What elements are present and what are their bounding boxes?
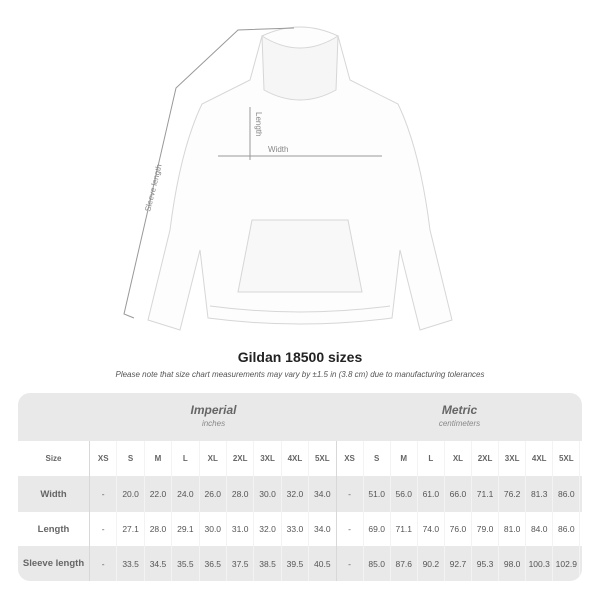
size-header-cell: XS xyxy=(337,441,364,476)
size-header-row: Size XS S M L XL 2XL 3XL 4XL 5XL XS S M L XL 2XL 3XL 4XL… xyxy=(18,441,582,476)
table-row: Width -20.0 22.0 24.0 26.0 28.0 30.0 32.0 34.0-5… xyxy=(18,476,582,512)
hoodie-image xyxy=(147,26,453,331)
chart-title: Gildan 18500 sizes xyxy=(237,349,363,365)
group-name: Metric xyxy=(441,403,478,417)
metric-value-cell: 76.0 xyxy=(445,512,472,546)
size-header-cell: 2XL xyxy=(472,441,500,476)
size-header-cell: XL xyxy=(200,441,227,476)
metric-value-cell: 92.7 xyxy=(445,546,472,581)
metric-value-cell: 81.0 xyxy=(499,512,527,546)
imperial-value-cell: 38.5 xyxy=(254,546,282,581)
metric-value-cell: 84.0 xyxy=(526,512,554,546)
metric-value-cell: 90.2 xyxy=(418,546,445,581)
sleeve-length-line xyxy=(123,27,295,319)
header-band xyxy=(18,393,582,441)
measurement-lines xyxy=(123,27,382,319)
imperial-value-cell: 33.0 xyxy=(282,512,310,546)
imperial-value-cell: 34.0 xyxy=(309,512,337,546)
table-row: Sleeve length -33.5 34.5 35.5 36.5 37.5 38.5 39… xyxy=(18,546,582,581)
imperial-value-cell: 36.5 xyxy=(200,546,227,581)
metric-value-cell: 69.0 xyxy=(364,512,391,546)
metric-group-header: Metric centimeters xyxy=(337,393,582,441)
imperial-value-cell: 28.0 xyxy=(227,476,255,512)
imperial-value-cell: 37.5 xyxy=(227,546,255,581)
imperial-value-cell: 24.0 xyxy=(172,476,200,512)
size-header-cell: M xyxy=(391,441,418,476)
metric-value-cell: 98.0 xyxy=(499,546,527,581)
row-band xyxy=(18,546,582,581)
imperial-value-cell: - xyxy=(90,546,118,581)
metric-value-cell: 61.0 xyxy=(418,476,445,512)
imperial-value-cell: 31.0 xyxy=(227,512,255,546)
imperial-value-cell: 32.0 xyxy=(282,476,310,512)
size-header-cell: 4XL xyxy=(282,441,310,476)
metric-value-cell: 51.0 xyxy=(364,476,391,512)
sleeve-length-label: Sleeve length xyxy=(143,163,163,212)
row-band xyxy=(18,476,582,512)
size-header-cell: M xyxy=(145,441,173,476)
table-row: Length -27.1 28.0 29.1 30.0 31.0 32.0 33.0 34.0-… xyxy=(18,512,582,546)
imperial-value-cell: 33.5 xyxy=(117,546,145,581)
metric-value-cell: 102.9 xyxy=(553,546,581,581)
imperial-value-cell: 35.5 xyxy=(172,546,200,581)
metric-value-cell: 79.0 xyxy=(472,512,500,546)
size-header-cell: 5XL xyxy=(553,441,581,476)
imperial-value-cell: 27.1 xyxy=(117,512,145,546)
metric-value-cell: 95.3 xyxy=(472,546,500,581)
size-header-cell: S xyxy=(364,441,391,476)
row-label: Sleeve length xyxy=(18,546,90,581)
row-label: Width xyxy=(18,476,90,512)
imperial-group-header: Imperial inches xyxy=(90,393,337,441)
length-label: Length xyxy=(254,112,263,136)
metric-value-cell: 81.3 xyxy=(526,476,554,512)
imperial-value-cell: 26.0 xyxy=(200,476,227,512)
metric-value-cell: - xyxy=(337,512,364,546)
size-table: Imperial inches Metric centimeters Size … xyxy=(18,393,582,581)
size-header-cell: 2XL xyxy=(227,441,255,476)
group-unit: centimeters xyxy=(438,419,481,428)
imperial-value-cell: - xyxy=(90,476,118,512)
metric-value-cell: 87.6 xyxy=(391,546,418,581)
imperial-value-cell: 29.1 xyxy=(172,512,200,546)
metric-value-cell: 71.1 xyxy=(391,512,418,546)
row-label: Length xyxy=(18,512,90,546)
size-header-cell: L xyxy=(418,441,445,476)
size-header-cell: 3XL xyxy=(499,441,527,476)
group-name: Imperial xyxy=(190,403,237,417)
size-header-cell: L xyxy=(172,441,200,476)
imperial-value-cell: 28.0 xyxy=(145,512,173,546)
imperial-value-cell: 32.0 xyxy=(254,512,282,546)
metric-value-cell: 56.0 xyxy=(391,476,418,512)
imperial-value-cell: 30.0 xyxy=(254,476,282,512)
imperial-value-cell: 34.0 xyxy=(309,476,337,512)
width-label: Width xyxy=(268,145,288,154)
metric-value-cell: 85.0 xyxy=(364,546,391,581)
imperial-value-cell: 39.5 xyxy=(282,546,310,581)
metric-value-cell: - xyxy=(337,476,364,512)
metric-value-cell: 74.0 xyxy=(418,512,445,546)
size-header-cell: XL xyxy=(445,441,472,476)
metric-value-cell: 76.2 xyxy=(499,476,527,512)
hoodie-illustration: Sleeve length Length Width xyxy=(123,26,453,331)
metric-value-cell: 66.0 xyxy=(445,476,472,512)
size-header-cell: 4XL xyxy=(526,441,554,476)
imperial-value-cell: 30.0 xyxy=(200,512,227,546)
size-header-cell: S xyxy=(117,441,145,476)
imperial-value-cell: 22.0 xyxy=(145,476,173,512)
size-header-cell: XS xyxy=(90,441,118,476)
size-header-cell: 5XL xyxy=(309,441,337,476)
metric-value-cell: 71.1 xyxy=(472,476,500,512)
metric-value-cell: 86.0 xyxy=(553,512,581,546)
imperial-value-cell: - xyxy=(90,512,118,546)
group-unit: inches xyxy=(201,419,226,428)
size-label: Size xyxy=(18,441,90,476)
imperial-value-cell: 20.0 xyxy=(117,476,145,512)
metric-value-cell: 100.3 xyxy=(526,546,554,581)
size-header-cell: 3XL xyxy=(254,441,282,476)
imperial-value-cell: 34.5 xyxy=(145,546,173,581)
metric-value-cell: 86.0 xyxy=(553,476,581,512)
metric-value-cell: - xyxy=(337,546,364,581)
imperial-value-cell: 40.5 xyxy=(309,546,337,581)
chart-subtitle: Please note that size chart measurements… xyxy=(115,370,485,379)
